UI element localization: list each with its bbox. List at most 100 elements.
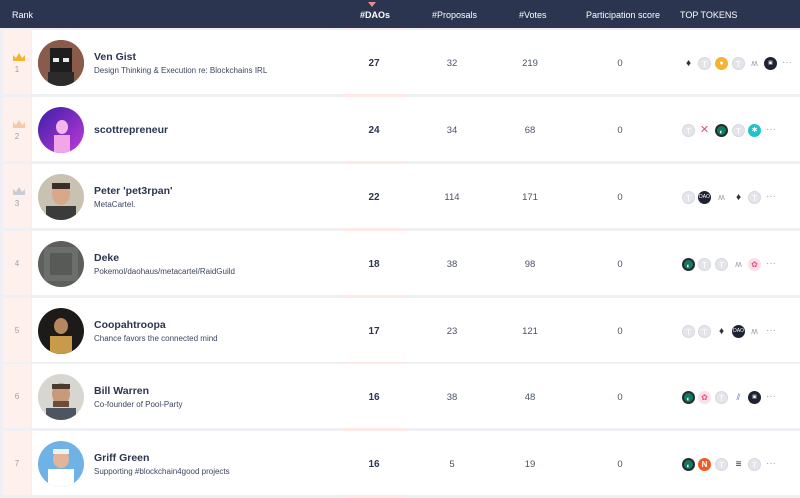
proposals-header[interactable]: #Proposals (432, 10, 478, 20)
green-token-icon[interactable]: ◐ (682, 458, 695, 471)
participation-header[interactable]: Participation score (586, 10, 661, 20)
user-name[interactable]: Deke (94, 252, 120, 264)
avatar[interactable] (38, 174, 84, 220)
more-tokens-icon[interactable]: ··· (766, 458, 776, 469)
token-t-icon[interactable]: T (682, 124, 695, 137)
balancer-icon[interactable]: ʍ (748, 57, 761, 70)
eth-icon[interactable]: ♦ (682, 57, 695, 70)
token-t-icon[interactable]: T (732, 124, 745, 137)
proposals-count: 34 (446, 125, 458, 136)
teal-snowflake-icon[interactable]: ✱ (748, 124, 761, 137)
rank-cell: 1 (3, 30, 31, 94)
avatar[interactable] (38, 374, 84, 420)
green-token-icon[interactable]: ◐ (715, 124, 728, 137)
daos-count: 16 (368, 459, 380, 470)
user-name[interactable]: Griff Green (94, 452, 150, 464)
crown-silver-icon (13, 120, 25, 128)
sort-desc-icon[interactable] (368, 2, 376, 7)
user-bio: Supporting #blockchain4good projects (94, 467, 230, 476)
table-row[interactable]: 5 Coopahtroopa Chance favors the connect… (0, 298, 800, 362)
user-bio: Co-founder of Pool-Party (94, 400, 183, 409)
orange-token-icon[interactable]: N (698, 458, 711, 471)
votes-count: 48 (524, 392, 536, 403)
top-tokens: T DAO ʍ ♦ T ··· (682, 191, 792, 205)
rank-cell: 4 (3, 231, 31, 295)
table-row[interactable]: 4 Deke Pokemol/daohaus/metacartel/RaidGu… (0, 231, 800, 295)
gold-token-icon[interactable]: ● (715, 57, 728, 70)
table-row[interactable]: 2 scottrepreneur 24 34 68 0 T ✕ ◐ T ✱ ··… (0, 97, 800, 161)
token-t-icon[interactable]: T (698, 325, 711, 338)
token-t-icon[interactable]: T (698, 258, 711, 271)
more-tokens-icon[interactable]: ··· (766, 124, 776, 135)
top-tokens-header: TOP TOKENS (680, 10, 738, 20)
user-bio: MetaCartel. (94, 200, 136, 209)
more-tokens-icon[interactable]: ··· (766, 191, 776, 202)
balancer-icon[interactable]: ʍ (732, 258, 745, 271)
participation-score: 0 (617, 326, 623, 337)
token-t-icon[interactable]: T (682, 325, 695, 338)
crown-gold-icon (13, 53, 25, 61)
blue-token-icon[interactable]: ⫽ (732, 391, 745, 404)
token-t-icon[interactable]: T (732, 57, 745, 70)
green-token-icon[interactable]: ◐ (682, 391, 695, 404)
token-t-icon[interactable]: T (715, 458, 728, 471)
green-token-icon[interactable]: ◐ (682, 258, 695, 271)
more-tokens-icon[interactable]: ··· (766, 391, 776, 402)
pink-token-icon[interactable]: ✿ (698, 391, 711, 404)
rank-header[interactable]: Rank (12, 10, 34, 20)
user-name[interactable]: Coopahtroopa (94, 319, 166, 331)
more-tokens-icon[interactable]: ··· (782, 57, 792, 68)
rank-number: 1 (14, 65, 20, 74)
votes-count: 219 (522, 58, 538, 69)
avatar[interactable] (38, 441, 84, 487)
token-t-icon[interactable]: T (715, 258, 728, 271)
pink-x-icon[interactable]: ✕ (698, 124, 711, 137)
rank-cell: 2 (3, 97, 31, 161)
more-tokens-icon[interactable]: ··· (766, 325, 776, 336)
user-name[interactable]: Bill Warren (94, 385, 150, 397)
daos-count: 17 (368, 326, 380, 337)
avatar[interactable] (38, 308, 84, 354)
top-tokens: T T ♦ DAO ʍ ··· (682, 325, 792, 339)
balancer-icon[interactable]: ʍ (715, 191, 728, 204)
votes-count: 68 (524, 125, 536, 136)
user-bio: Design Thinking & Execution re: Blockcha… (94, 66, 268, 75)
table-row[interactable]: 3 Peter 'pet3rpan' MetaCartel. 22 114 17… (0, 164, 800, 228)
token-t-icon[interactable]: T (715, 391, 728, 404)
participation-score: 0 (617, 392, 623, 403)
more-tokens-icon[interactable]: ··· (766, 258, 776, 269)
dark-token-icon[interactable]: ▣ (748, 391, 761, 404)
proposals-count: 5 (449, 459, 455, 470)
dao-token-icon[interactable]: DAO (698, 191, 711, 204)
token-t-icon[interactable]: T (748, 458, 761, 471)
token-t-icon[interactable]: T (682, 191, 695, 204)
stack-token-icon[interactable]: ≡ (732, 458, 745, 471)
token-t-icon[interactable]: T (698, 57, 711, 70)
pink-token-icon[interactable]: ✿ (748, 258, 761, 271)
user-name[interactable]: Ven Gist (94, 51, 137, 63)
proposals-count: 32 (446, 58, 458, 69)
user-name[interactable]: scottrepreneur (94, 124, 169, 136)
user-bio: Chance favors the connected mind (94, 334, 218, 343)
eth-icon[interactable]: ♦ (715, 325, 728, 338)
rank-cell: 5 (3, 298, 31, 362)
table-row[interactable]: 1 Ven Gist Design Thinking & Execution r… (0, 30, 800, 94)
rank-cell: 7 (3, 431, 31, 495)
table-row[interactable]: 6 Bill Warren Co-founder of Pool-Party 1… (0, 364, 800, 428)
daos-header[interactable]: #DAOs (360, 10, 391, 20)
proposals-count: 38 (446, 392, 458, 403)
user-name[interactable]: Peter 'pet3rpan' (94, 185, 173, 197)
top-tokens: ◐ T T ʍ ✿ ··· (682, 258, 792, 272)
avatar[interactable] (38, 40, 84, 86)
token-t-icon[interactable]: T (748, 191, 761, 204)
avatar[interactable] (38, 107, 84, 153)
avatar[interactable] (38, 241, 84, 287)
table-row[interactable]: 7 Griff Green Supporting #blockchain4goo… (0, 431, 800, 495)
user-bio: Pokemol/daohaus/metacartel/RaidGuild (94, 267, 235, 276)
rank-number: 5 (14, 326, 20, 335)
dark-token-icon[interactable]: ▣ (764, 57, 777, 70)
dao-token-icon[interactable]: DAO (732, 325, 745, 338)
eth-icon[interactable]: ♦ (732, 191, 745, 204)
votes-header[interactable]: #Votes (519, 10, 547, 20)
balancer-icon[interactable]: ʍ (748, 325, 761, 338)
